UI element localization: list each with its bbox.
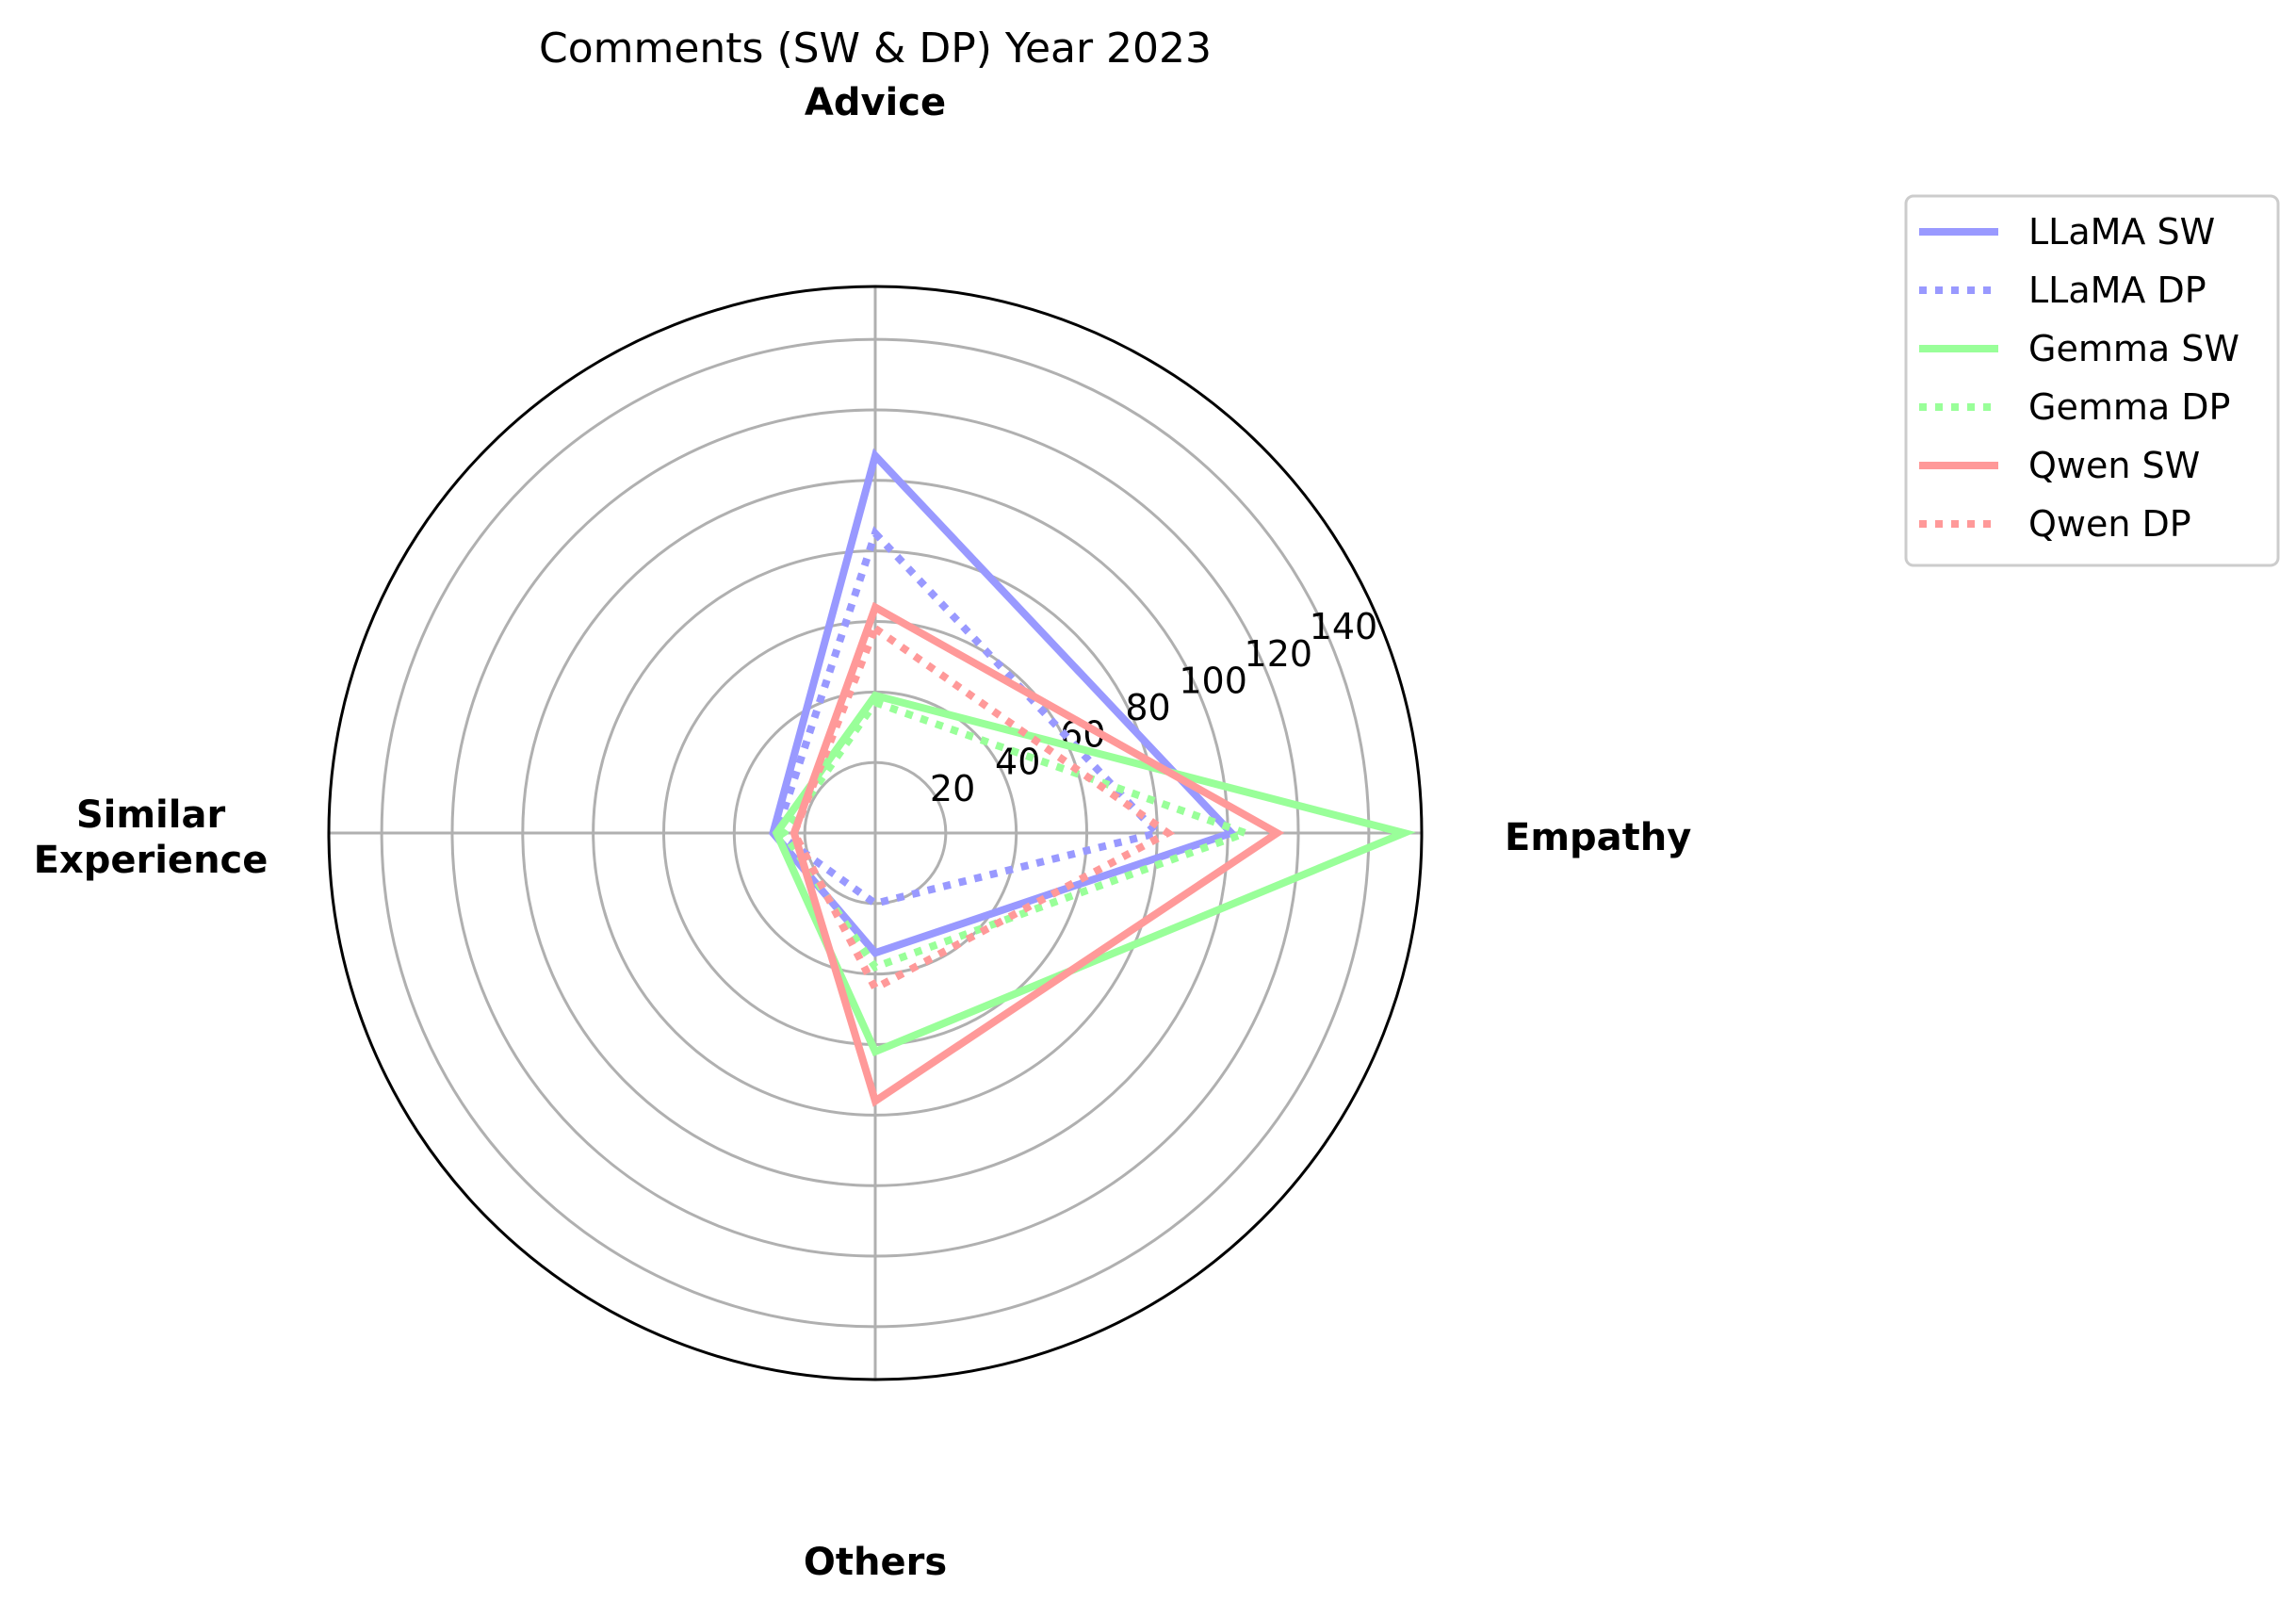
series-line-gemma-dp <box>778 697 1257 972</box>
legend-label-0: LLaMA SW <box>2028 211 2215 253</box>
chart-title: Comments (SW & DP) Year 2023 <box>539 25 1212 73</box>
category-label-3: Similar Experience <box>34 793 269 882</box>
category-label-1: Empathy <box>1505 816 1691 859</box>
r-tick-label-140: 140 <box>1310 606 1378 647</box>
outer-frame <box>327 285 1424 1381</box>
legend-frame <box>1904 194 2280 567</box>
series-line-llama-dp <box>772 526 1164 908</box>
category-label-0: Advice <box>805 81 946 124</box>
legend-label-4: Qwen SW <box>2028 445 2200 486</box>
category-label-line: Others <box>804 1541 947 1584</box>
series-line-gemma-sw <box>772 691 1416 1057</box>
category-labels: Advice Empathy Others Similar Experience <box>34 81 1692 1584</box>
series-line-qwen-dp <box>790 622 1176 994</box>
series-group <box>769 448 1416 1107</box>
r-tick-label-120: 120 <box>1245 633 1313 675</box>
legend: LLaMA SW LLaMA DP Gemma SW Gemma DP Qwen SW Q… <box>1904 194 2280 567</box>
series-line-qwen-sw <box>790 601 1285 1107</box>
r-tick-label-100: 100 <box>1179 660 1247 701</box>
category-label-2: Others <box>804 1541 947 1584</box>
category-label-line: Experience <box>34 839 269 882</box>
category-label-line: Empathy <box>1505 816 1691 859</box>
r-tick-label-80: 80 <box>1125 687 1170 728</box>
series-line-llama-sw <box>769 448 1239 957</box>
legend-label-3: Gemma DP <box>2028 386 2230 428</box>
legend-label-2: Gemma SW <box>2028 328 2239 369</box>
legend-label-1: LLaMA DP <box>2028 270 2206 311</box>
category-label-line: Similar <box>76 793 226 837</box>
category-label-line: Advice <box>805 81 946 124</box>
r-tick-label-20: 20 <box>930 768 975 809</box>
legend-label-5: Qwen DP <box>2028 503 2191 545</box>
